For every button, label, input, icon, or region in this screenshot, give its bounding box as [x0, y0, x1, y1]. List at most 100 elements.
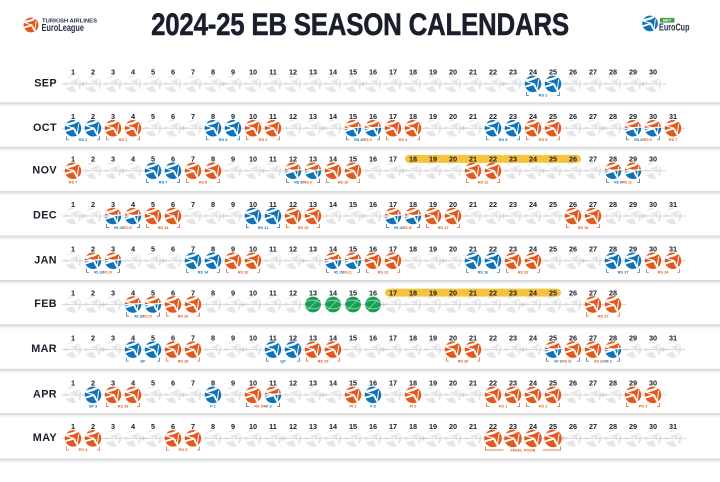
svg-text:9: 9: [231, 288, 235, 297]
svg-text:2: 2: [91, 245, 95, 254]
svg-text:RS 9/RS 12: RS 9/RS 12: [614, 181, 632, 185]
svg-text:PO 5: PO 5: [179, 447, 189, 452]
svg-text:24: 24: [529, 155, 538, 164]
svg-text:21: 21: [469, 200, 477, 209]
svg-text:28: 28: [609, 245, 617, 254]
svg-text:15: 15: [349, 422, 357, 431]
svg-text:24: 24: [529, 245, 538, 254]
svg-text:TURKISH AIRLINES: TURKISH AIRLINES: [42, 18, 97, 24]
svg-text:RS 18: RS 18: [578, 225, 590, 230]
svg-text:14: 14: [329, 333, 338, 342]
svg-text:8: 8: [211, 422, 215, 431]
svg-text:26: 26: [569, 68, 577, 77]
svg-text:22: 22: [489, 68, 497, 77]
svg-text:12: 12: [289, 68, 297, 77]
svg-text:22: 22: [489, 155, 497, 164]
svg-text:11: 11: [269, 245, 277, 254]
svg-text:SF 1/RS 31: SF 1/RS 31: [554, 359, 572, 363]
svg-text:EF: EF: [141, 358, 147, 363]
svg-text:RS 22: RS 22: [378, 270, 390, 275]
svg-text:19: 19: [429, 379, 437, 388]
svg-text:23: 23: [509, 68, 517, 77]
svg-text:11: 11: [269, 333, 277, 342]
svg-text:29: 29: [629, 245, 637, 254]
svg-text:RS 8/RS 9: RS 8/RS 9: [294, 181, 312, 185]
svg-text:10: 10: [249, 155, 257, 164]
svg-text:13: 13: [309, 422, 317, 431]
svg-text:22: 22: [489, 245, 497, 254]
svg-text:4: 4: [131, 200, 136, 209]
svg-text:14: 14: [329, 68, 338, 77]
svg-text:10: 10: [249, 333, 257, 342]
svg-text:EuroCup: EuroCup: [659, 23, 690, 34]
svg-text:11: 11: [269, 155, 277, 164]
svg-text:4: 4: [131, 245, 136, 254]
svg-text:2: 2: [91, 155, 95, 164]
svg-text:9: 9: [231, 379, 235, 388]
svg-text:RS 4: RS 4: [399, 137, 408, 142]
svg-text:30: 30: [649, 333, 657, 342]
svg-text:20: 20: [449, 422, 457, 431]
svg-text:RS 10: RS 10: [338, 180, 349, 185]
svg-text:1: 1: [71, 68, 75, 77]
svg-text:8: 8: [211, 245, 215, 254]
svg-text:12: 12: [289, 112, 297, 121]
svg-text:SEP: SEP: [34, 78, 57, 90]
svg-text:21: 21: [469, 68, 477, 77]
svg-text:30: 30: [649, 112, 657, 121]
svg-text:28: 28: [609, 288, 617, 297]
svg-text:15: 15: [349, 379, 357, 388]
svg-text:8: 8: [211, 379, 215, 388]
svg-text:22: 22: [489, 112, 497, 121]
svg-text:28: 28: [609, 422, 617, 431]
svg-text:11: 11: [269, 379, 277, 388]
svg-text:1: 1: [71, 200, 75, 209]
svg-text:13: 13: [309, 245, 317, 254]
svg-text:1: 1: [71, 112, 75, 121]
svg-text:11: 11: [269, 68, 277, 77]
svg-text:PI 1: PI 1: [350, 404, 358, 409]
svg-text:27: 27: [589, 422, 597, 431]
svg-text:21: 21: [469, 422, 477, 431]
svg-text:14: 14: [329, 155, 338, 164]
svg-text:15: 15: [349, 155, 357, 164]
svg-text:18: 18: [409, 112, 417, 121]
svg-text:7: 7: [191, 68, 195, 77]
svg-text:19: 19: [429, 422, 437, 431]
svg-text:31: 31: [669, 333, 677, 342]
svg-text:13: 13: [309, 112, 317, 121]
svg-text:21: 21: [469, 112, 477, 121]
svg-text:29: 29: [629, 422, 637, 431]
svg-text:29: 29: [629, 200, 637, 209]
svg-text:7: 7: [191, 112, 195, 121]
svg-text:9: 9: [231, 200, 235, 209]
svg-text:21: 21: [469, 245, 477, 254]
svg-text:21: 21: [469, 288, 477, 297]
svg-text:RS 15: RS 15: [298, 225, 310, 230]
svg-text:10: 10: [249, 245, 257, 254]
svg-text:28: 28: [609, 68, 617, 77]
svg-text:17: 17: [389, 112, 397, 121]
svg-text:28: 28: [609, 200, 617, 209]
svg-text:30: 30: [649, 379, 657, 388]
svg-text:29: 29: [629, 68, 637, 77]
svg-text:17: 17: [389, 288, 397, 297]
svg-text:15: 15: [349, 68, 357, 77]
svg-text:6: 6: [171, 288, 175, 297]
svg-text:13: 13: [309, 333, 317, 342]
svg-text:18: 18: [409, 200, 417, 209]
svg-text:18: 18: [409, 155, 417, 164]
svg-text:24: 24: [529, 112, 538, 121]
svg-text:20: 20: [449, 288, 457, 297]
svg-text:OCT: OCT: [33, 122, 57, 134]
svg-text:EuroLeague: EuroLeague: [42, 23, 85, 34]
svg-text:8: 8: [211, 288, 215, 297]
svg-text:14: 14: [329, 379, 338, 388]
svg-text:15: 15: [349, 245, 357, 254]
svg-text:31: 31: [669, 112, 677, 121]
svg-text:RS 28: RS 28: [178, 358, 190, 363]
svg-text:8: 8: [211, 333, 215, 342]
svg-text:1: 1: [71, 155, 75, 164]
svg-text:8: 8: [211, 200, 215, 209]
svg-text:19: 19: [429, 155, 437, 164]
